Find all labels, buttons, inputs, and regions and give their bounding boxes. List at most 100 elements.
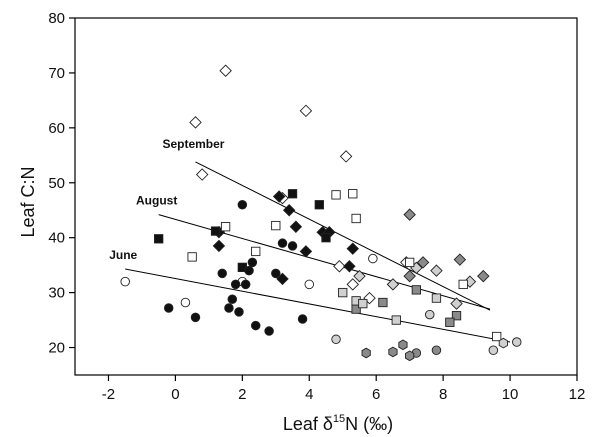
x-tick-label: 0 [171, 386, 179, 403]
data-point-circle [237, 199, 248, 210]
data-point-diamond [339, 150, 353, 163]
data-point-circle [277, 238, 288, 248]
data-point-circle [240, 279, 251, 290]
data-point-circle [247, 257, 258, 268]
data-point-square [391, 315, 401, 325]
data-point-square [331, 190, 341, 200]
y-tick-label: 80 [48, 10, 65, 27]
data-point-circle [431, 345, 442, 356]
data-point-diamond [416, 256, 430, 269]
data-point-square [405, 257, 415, 268]
data-point-circle [424, 309, 435, 320]
line-label-august: August [136, 194, 177, 208]
data-point-circle [488, 345, 499, 356]
data-point-square [378, 297, 388, 308]
data-point-square [451, 311, 462, 321]
data-point-square [187, 252, 197, 262]
data-point-square [251, 246, 261, 257]
data-point-diamond [333, 260, 346, 273]
data-point-diamond [299, 245, 313, 258]
data-point-diamond [189, 116, 202, 129]
data-point-square [338, 287, 348, 298]
data-point-diamond [195, 168, 209, 181]
data-point-hexagon [388, 346, 398, 358]
data-point-circle [304, 279, 315, 290]
data-point-square [271, 220, 281, 231]
data-point-square [458, 279, 468, 290]
data-point-square [358, 298, 368, 309]
data-point-circle [224, 303, 234, 313]
data-point-diamond [272, 190, 286, 203]
data-point-square [431, 293, 442, 303]
data-point-circle [163, 303, 174, 313]
data-point-circle [217, 268, 228, 279]
y-tick-label: 60 [48, 120, 65, 137]
y-tick-label: 20 [48, 340, 65, 357]
data-point-circle [287, 241, 298, 251]
x-axis-title: Leaf δ15N (‰) [283, 413, 393, 434]
data-point-circle [331, 334, 341, 345]
data-point-diamond [453, 253, 467, 266]
line-label-june: June [109, 248, 137, 262]
x-tick-label: 12 [569, 386, 586, 403]
data-point-diamond [343, 260, 356, 273]
axes: 20 30 40 50 60 70 80 -2 0 2 4 6 8 10 12 [48, 10, 585, 403]
data-point-diamond [403, 208, 416, 221]
data-point-hexagon [405, 350, 415, 362]
line-label-september: September [162, 137, 224, 151]
data-point-square [411, 285, 422, 295]
y-tick-label: 70 [48, 65, 65, 82]
plot-border [74, 17, 578, 376]
data-point-diamond [212, 239, 226, 253]
x-tick-label: -2 [102, 386, 115, 403]
data-point-square [445, 317, 455, 327]
data-point-diamond [219, 64, 232, 77]
x-tick-label: 4 [305, 386, 313, 403]
line-labels: September August June [109, 137, 225, 262]
data-point-circle [230, 279, 241, 290]
data-point-square [154, 234, 164, 244]
x-axis-title-suffix: N (‰) [345, 414, 393, 434]
data-point-circle [190, 312, 201, 323]
data-point-hexagon [498, 337, 508, 349]
data-point-diamond [282, 203, 296, 217]
data-point-diamond [430, 264, 443, 277]
data-point-square [220, 222, 231, 232]
y-axis-title: Leaf C:N [18, 166, 38, 237]
x-tick-label: 6 [372, 386, 380, 403]
plot-area [74, 17, 578, 376]
data-point-diamond [353, 269, 366, 283]
data-point-circle [227, 294, 238, 304]
data-point-square [287, 189, 298, 199]
x-axis-title-superscript: 15 [333, 413, 345, 425]
data-point-square [351, 213, 361, 224]
data-point-circle [271, 268, 281, 279]
data-point-circle [234, 307, 244, 317]
data-point-circle [244, 265, 254, 276]
data-point-circle [250, 320, 261, 331]
data-point-square [492, 331, 502, 342]
y-tick-label: 30 [48, 285, 65, 302]
x-tick-label: 2 [238, 386, 246, 403]
data-point-circle [368, 253, 378, 264]
data-point-diamond [386, 278, 400, 291]
data-point-circle [264, 326, 274, 336]
data-point-square [348, 189, 358, 199]
data-point-diamond [299, 104, 313, 118]
data-point-square [210, 226, 221, 236]
data-point-circle [180, 297, 191, 308]
data-points [120, 64, 522, 362]
data-point-diamond [346, 278, 360, 291]
data-point-diamond [477, 269, 490, 283]
data-point-diamond [289, 220, 303, 233]
data-point-diamond [363, 291, 376, 305]
data-point-hexagon [398, 339, 408, 351]
data-point-diamond [450, 297, 463, 310]
data-point-square [314, 200, 324, 210]
x-tick-label: 10 [502, 386, 519, 403]
regression-line-june [125, 268, 511, 343]
data-point-circle [297, 314, 308, 324]
data-point-diamond [403, 269, 416, 283]
regression-line-september [195, 161, 491, 311]
